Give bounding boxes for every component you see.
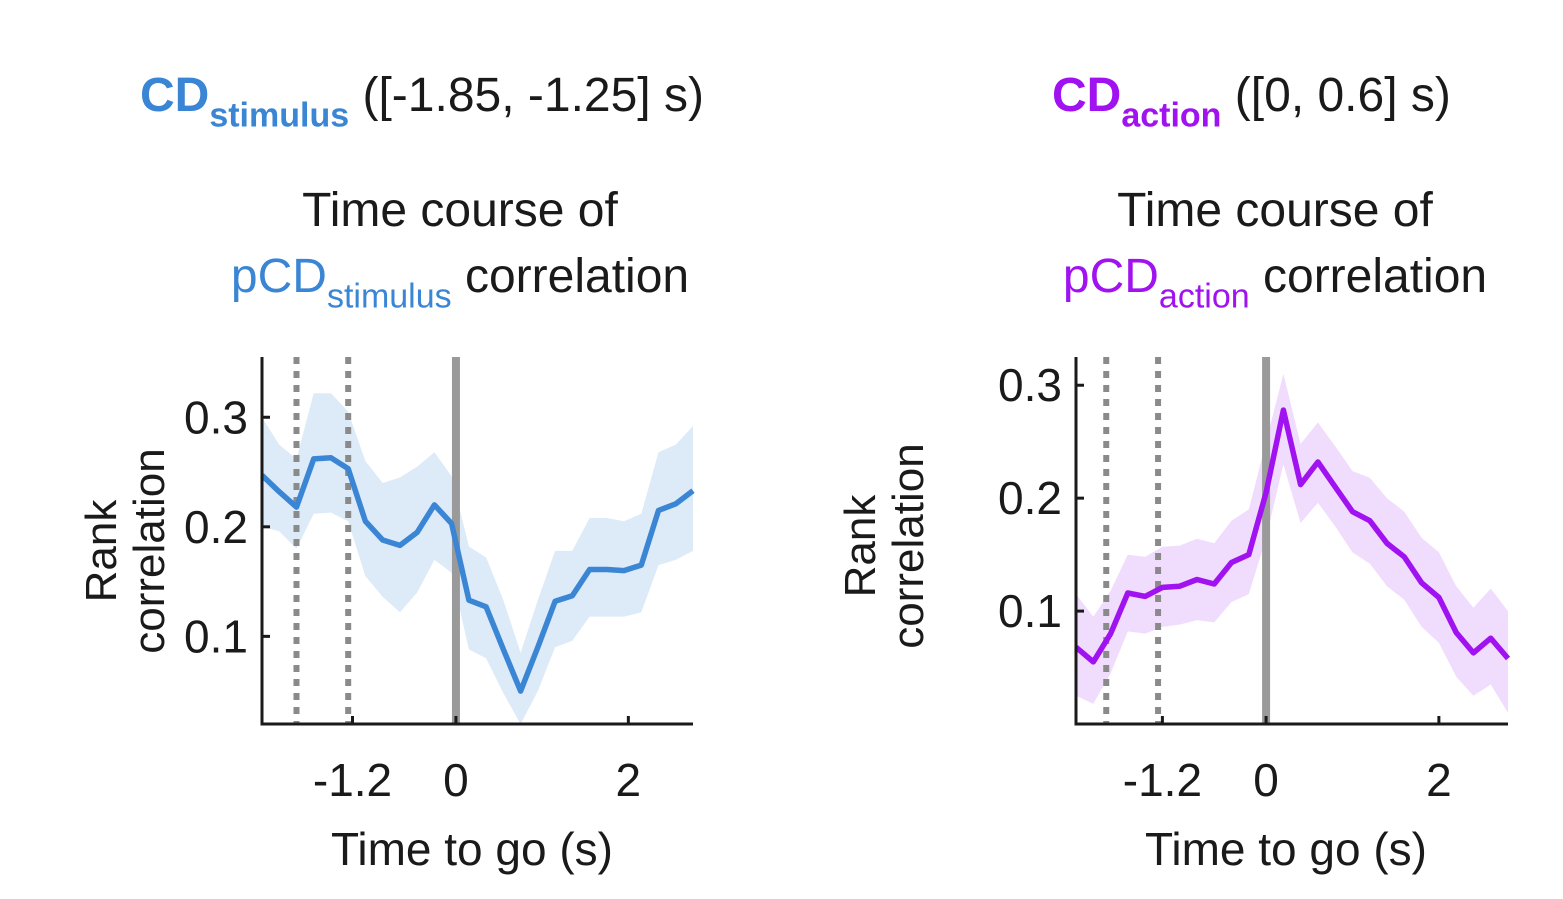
y-tick-label: 0.1	[184, 610, 248, 662]
panel-header: CDstimulus ([-1.85, -1.25] s)	[140, 68, 704, 143]
x-tick-label: -1.2	[1123, 754, 1202, 806]
panel-stimulus: CDstimulus ([-1.85, -1.25] s) Time cours…	[0, 0, 781, 899]
y-tick-label: 0.2	[184, 501, 248, 553]
x-tick-label: 0	[1253, 754, 1279, 806]
panel-action: CDaction ([0, 0.6] s) Time course of pCD…	[781, 0, 1562, 899]
x-axis-label: Time to go (s)	[330, 823, 614, 875]
cd-range: ([-1.85, -1.25] s)	[362, 69, 704, 122]
mean-line	[1074, 407, 1511, 665]
x-tick-label: 2	[1426, 754, 1452, 806]
chart-title: Time course of pCDaction correlation	[1062, 184, 1488, 316]
y-tick-label: 0.2	[998, 472, 1062, 524]
y-tick-label: 0.1	[998, 585, 1062, 637]
chart-title: Time course of pCDstimulus correlation	[230, 184, 690, 316]
cd-label: CDaction	[1052, 69, 1222, 135]
confidence-band	[262, 393, 693, 724]
mean-line	[260, 455, 695, 694]
x-tick-label: -1.2	[313, 754, 392, 806]
y-tick-label: 0.3	[998, 359, 1062, 411]
cd-label: CDstimulus	[140, 69, 350, 135]
cd-range: ([0, 0.6] s)	[1234, 69, 1451, 122]
x-tick-label: 2	[616, 754, 642, 806]
panel-header: CDaction ([0, 0.6] s)	[1052, 68, 1451, 143]
line-chart-action: 0.1 0.2 0.3 -1.2 0 2	[998, 357, 1511, 806]
line-chart-stimulus: 0.1 0.2 0.3 -1.2 0 2	[184, 357, 695, 806]
x-tick-label: 0	[443, 754, 469, 806]
x-axis-label: Time to go (s)	[1144, 823, 1428, 875]
y-tick-label: 0.3	[184, 391, 248, 443]
confidence-band	[1076, 373, 1508, 713]
